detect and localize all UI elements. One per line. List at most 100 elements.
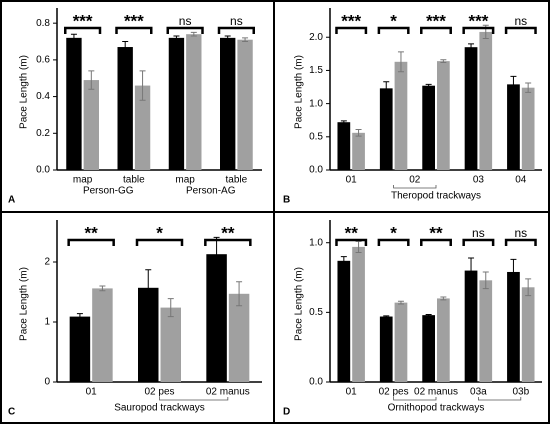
group-label: 02 — [409, 175, 421, 186]
error-bar — [425, 313, 432, 317]
significance-label: ns — [472, 226, 485, 240]
bar — [92, 288, 113, 382]
panel-label: C — [8, 407, 15, 418]
y-axis-label: Pace Length (m) — [19, 267, 30, 341]
significance-bracket — [462, 238, 495, 246]
bar — [117, 47, 133, 170]
x-axis-label: Theropod trackways — [391, 191, 481, 202]
bar — [479, 280, 493, 382]
error-bar — [70, 33, 77, 43]
error-bar — [242, 37, 249, 43]
bar — [464, 47, 478, 170]
significance-bracket — [420, 238, 452, 246]
bar — [394, 302, 408, 382]
error-bar — [99, 285, 106, 292]
bar — [228, 293, 250, 382]
error-bar — [213, 236, 220, 272]
error-bar — [510, 75, 517, 93]
significance-label: ** — [85, 223, 99, 242]
y-axis-label: Pace Length (m) — [294, 55, 305, 129]
error-bar — [122, 41, 129, 54]
significance-label: ns — [514, 14, 527, 28]
significance-label: *** — [341, 11, 361, 30]
error-bar — [355, 240, 362, 253]
bar — [69, 316, 91, 382]
significance-bracket — [377, 238, 410, 246]
significance-bracket — [166, 26, 204, 34]
error-bar — [340, 120, 347, 125]
bar — [394, 61, 408, 170]
bar — [160, 307, 181, 382]
error-bar — [397, 51, 404, 73]
y-tick-label: 0.0 — [36, 165, 50, 176]
bar — [168, 37, 185, 170]
error-bar — [340, 256, 347, 266]
error-bar — [383, 315, 390, 318]
significance-bracket — [135, 238, 184, 246]
error-bar — [510, 258, 517, 285]
bar — [206, 254, 227, 382]
error-bar — [167, 298, 174, 318]
significance-bracket — [462, 26, 495, 34]
category-link — [159, 397, 229, 401]
bar — [66, 37, 82, 170]
bar — [437, 298, 450, 382]
significance-bracket — [67, 238, 115, 246]
group-label: Person-AG — [186, 186, 236, 197]
y-axis-label: Pace Length (m) — [19, 55, 30, 129]
category-link — [478, 397, 522, 401]
x-tick-label: 02 pes — [379, 387, 409, 398]
x-tick-label: 04 — [515, 175, 527, 186]
bar — [379, 88, 393, 170]
x-tick-label: 03a — [470, 387, 487, 398]
y-tick-label: 0 — [44, 377, 50, 388]
bar — [479, 31, 493, 171]
panel-label: A — [8, 195, 15, 206]
y-tick-label: 0.0 — [309, 165, 323, 176]
y-tick-label: 0.5 — [309, 307, 323, 318]
error-bar — [425, 83, 432, 88]
significance-label: ** — [221, 223, 235, 242]
y-tick-label: 1.0 — [309, 98, 323, 109]
significance-bracket — [420, 26, 452, 34]
bar — [464, 270, 478, 382]
error-bar — [139, 70, 146, 101]
y-tick-label: 0.8 — [36, 18, 50, 29]
error-bar — [525, 278, 532, 297]
x-tick-label: 02 manus — [414, 387, 458, 398]
error-bar — [236, 281, 243, 307]
x-tick-label: 01 — [346, 387, 358, 398]
x-tick-label: map — [73, 175, 93, 186]
bar — [352, 132, 365, 170]
error-bar — [397, 300, 404, 305]
significance-label: * — [156, 223, 163, 242]
significance-bracket — [377, 26, 410, 34]
y-tick-label: 2 — [44, 257, 50, 268]
panel-label: B — [283, 195, 290, 206]
y-tick-label: 0.2 — [36, 128, 50, 139]
error-bar — [190, 31, 197, 37]
x-tick-label: 03 — [473, 175, 485, 186]
y-tick-label: 0.5 — [309, 131, 323, 142]
significance-bracket — [64, 26, 102, 34]
x-tick-label: table — [123, 175, 145, 186]
significance-label: ns — [179, 14, 192, 28]
significance-bracket — [204, 238, 252, 246]
bar — [337, 260, 351, 382]
bar — [521, 87, 535, 170]
significance-label: *** — [124, 11, 144, 30]
x-tick-label: 01 — [346, 175, 358, 186]
bar — [379, 316, 393, 382]
y-axis-label: Pace Length (m) — [294, 267, 305, 341]
bar — [237, 39, 253, 170]
panel-label: D — [283, 407, 290, 418]
error-bar — [525, 82, 532, 93]
significance-bracket — [335, 26, 368, 34]
bar — [337, 122, 351, 170]
significance-label: *** — [426, 11, 446, 30]
significance-bracket — [335, 238, 368, 246]
x-tick-label: table — [226, 175, 248, 186]
significance-label: ** — [345, 223, 359, 242]
category-link — [393, 397, 437, 401]
